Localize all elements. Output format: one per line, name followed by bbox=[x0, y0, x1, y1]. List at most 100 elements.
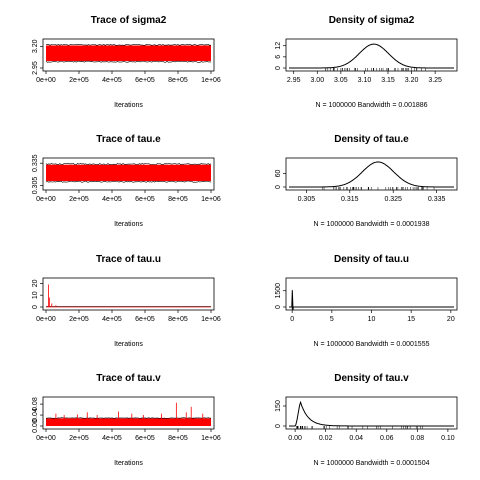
y-tick-label: 0 bbox=[32, 305, 39, 309]
y-tick-label: 2.95 bbox=[32, 61, 39, 75]
y-tick-label: 3.20 bbox=[32, 39, 39, 53]
x-tick-label: 3.20 bbox=[405, 77, 419, 84]
x-tick-label: 1e+06 bbox=[201, 196, 221, 203]
x-tick-label: 15 bbox=[407, 316, 415, 323]
data-marks bbox=[289, 161, 454, 190]
trace-upper-edge bbox=[45, 163, 212, 166]
x-tick-label: 0.315 bbox=[341, 196, 359, 203]
chart-title: Trace of sigma2 bbox=[91, 15, 167, 26]
x-tick-label: 3.00 bbox=[310, 77, 324, 84]
y-tick-label: 60 bbox=[275, 169, 282, 177]
y-tick-label: 10 bbox=[32, 291, 39, 299]
x-tick-label: 0.00 bbox=[288, 435, 302, 442]
data-marks bbox=[289, 290, 454, 310]
chart-title: Density of tau.e bbox=[334, 134, 409, 145]
panel-5: Trace of tau.u Iterations 0e+00 2e+05 4e+05 6… bbox=[32, 254, 221, 348]
x-tick-label: 10 bbox=[368, 316, 376, 323]
x-tick-label: 0.04 bbox=[349, 435, 363, 442]
x-tick-label: 3.25 bbox=[428, 77, 442, 84]
x-tick-label: 0.08 bbox=[411, 435, 425, 442]
x-tick-label: 20 bbox=[447, 316, 455, 323]
x-axis-label: Iterations bbox=[114, 102, 143, 109]
y-tick-label: 0 bbox=[275, 185, 282, 189]
y-tick-label: 150 bbox=[275, 400, 282, 412]
rug-marks bbox=[325, 68, 426, 71]
plot-frame bbox=[42, 157, 215, 191]
panel-1: Trace of sigma2 Iterations 0e+00 2e+05 4e+05… bbox=[32, 15, 221, 109]
panel-3: Trace of tau.e Iterations 0e+00 2e+05 4e+05 6… bbox=[32, 134, 221, 228]
y-tick-label: 0.08 bbox=[32, 397, 39, 411]
data-marks bbox=[46, 284, 211, 308]
trace-lower-edge bbox=[45, 60, 212, 63]
chart-title: Trace of tau.v bbox=[96, 373, 161, 384]
trace-band bbox=[46, 45, 211, 62]
x-tick-label: 1e+06 bbox=[201, 77, 221, 84]
x-tick-label: 2e+05 bbox=[69, 435, 89, 442]
x-tick-label: 0.325 bbox=[384, 196, 402, 203]
chart-title: Trace of tau.e bbox=[96, 134, 161, 145]
y-tick-label: 0 bbox=[275, 305, 282, 309]
x-tick-label: 0e+00 bbox=[36, 316, 56, 323]
chart-title: Density of tau.v bbox=[334, 373, 409, 384]
rug-marks bbox=[291, 307, 294, 310]
x-tick-label: 4e+05 bbox=[102, 77, 122, 84]
plot-frame bbox=[285, 396, 458, 430]
trace-upper-edge bbox=[45, 417, 212, 419]
x-tick-label: 0e+00 bbox=[36, 196, 56, 203]
x-tick-label: 1e+06 bbox=[201, 316, 221, 323]
panel-7: Trace of tau.v Iterations 0e+00 2e+05 4e+05 6… bbox=[32, 373, 221, 467]
x-tick-label: 6e+05 bbox=[135, 77, 155, 84]
x-tick-label: 6e+05 bbox=[135, 435, 155, 442]
y-tick-label: 0.335 bbox=[32, 154, 39, 172]
x-axis-label: N = 1000000 Bandwidth = 0.0001938 bbox=[314, 221, 430, 228]
y-tick-label: 6 bbox=[275, 55, 282, 59]
y-tick-label: 0 bbox=[275, 66, 282, 70]
data-marks bbox=[289, 400, 454, 429]
y-tick-label: 0 bbox=[275, 424, 282, 428]
trace-band bbox=[46, 164, 211, 182]
x-tick-label: 3.15 bbox=[381, 77, 395, 84]
density-curve bbox=[289, 43, 454, 69]
trace-lower-edge bbox=[45, 180, 212, 183]
plot-frame bbox=[285, 38, 458, 72]
panel-6: Density of tau.u N = 1000000 Bandwidth = … bbox=[275, 254, 458, 348]
x-tick-label: 0.335 bbox=[428, 196, 446, 203]
x-tick-label: 4e+05 bbox=[102, 435, 122, 442]
x-tick-label: 5 bbox=[330, 316, 334, 323]
x-tick-label: 0e+00 bbox=[36, 77, 56, 84]
x-tick-label: 0.06 bbox=[380, 435, 394, 442]
x-tick-label: 0 bbox=[290, 316, 294, 323]
x-tick-label: 4e+05 bbox=[102, 196, 122, 203]
rug-marks bbox=[322, 187, 435, 190]
plot-frame bbox=[42, 38, 215, 72]
trace-band bbox=[46, 418, 211, 426]
x-axis-label: N = 1000000 Bandwidth = 0.0001504 bbox=[314, 460, 430, 467]
y-tick-label: 12 bbox=[275, 42, 282, 50]
x-tick-label: 6e+05 bbox=[135, 196, 155, 203]
density-curve bbox=[289, 400, 454, 427]
x-tick-label: 8e+05 bbox=[168, 435, 188, 442]
rug-marks bbox=[296, 426, 423, 429]
plot-frame bbox=[42, 396, 215, 430]
data-marks bbox=[289, 43, 454, 71]
x-tick-label: 3.10 bbox=[358, 77, 372, 84]
x-axis-label: N = 1000000 Bandwidth = 0.001886 bbox=[315, 102, 427, 109]
x-axis-label: Iterations bbox=[114, 341, 143, 348]
x-axis-label: Iterations bbox=[114, 221, 143, 228]
chart-title: Trace of tau.u bbox=[96, 254, 161, 265]
chart-title: Density of tau.u bbox=[334, 254, 409, 265]
chart-title: Density of sigma2 bbox=[329, 15, 415, 26]
plot-frame bbox=[285, 157, 458, 191]
data-marks bbox=[45, 43, 212, 63]
y-tick-label: 1500 bbox=[275, 283, 282, 299]
x-tick-label: 0.305 bbox=[298, 196, 316, 203]
data-marks bbox=[45, 163, 212, 183]
x-tick-label: 4e+05 bbox=[102, 316, 122, 323]
panel-8: Density of tau.v N = 1000000 Bandwidth = … bbox=[275, 373, 458, 467]
y-tick-label: 0.00 bbox=[32, 419, 39, 433]
x-axis-label: Iterations bbox=[114, 460, 143, 467]
density-curve bbox=[289, 161, 454, 188]
y-tick-label: 0.04 bbox=[32, 408, 39, 422]
x-tick-label: 2.95 bbox=[287, 77, 301, 84]
trace-upper-edge bbox=[45, 43, 212, 46]
